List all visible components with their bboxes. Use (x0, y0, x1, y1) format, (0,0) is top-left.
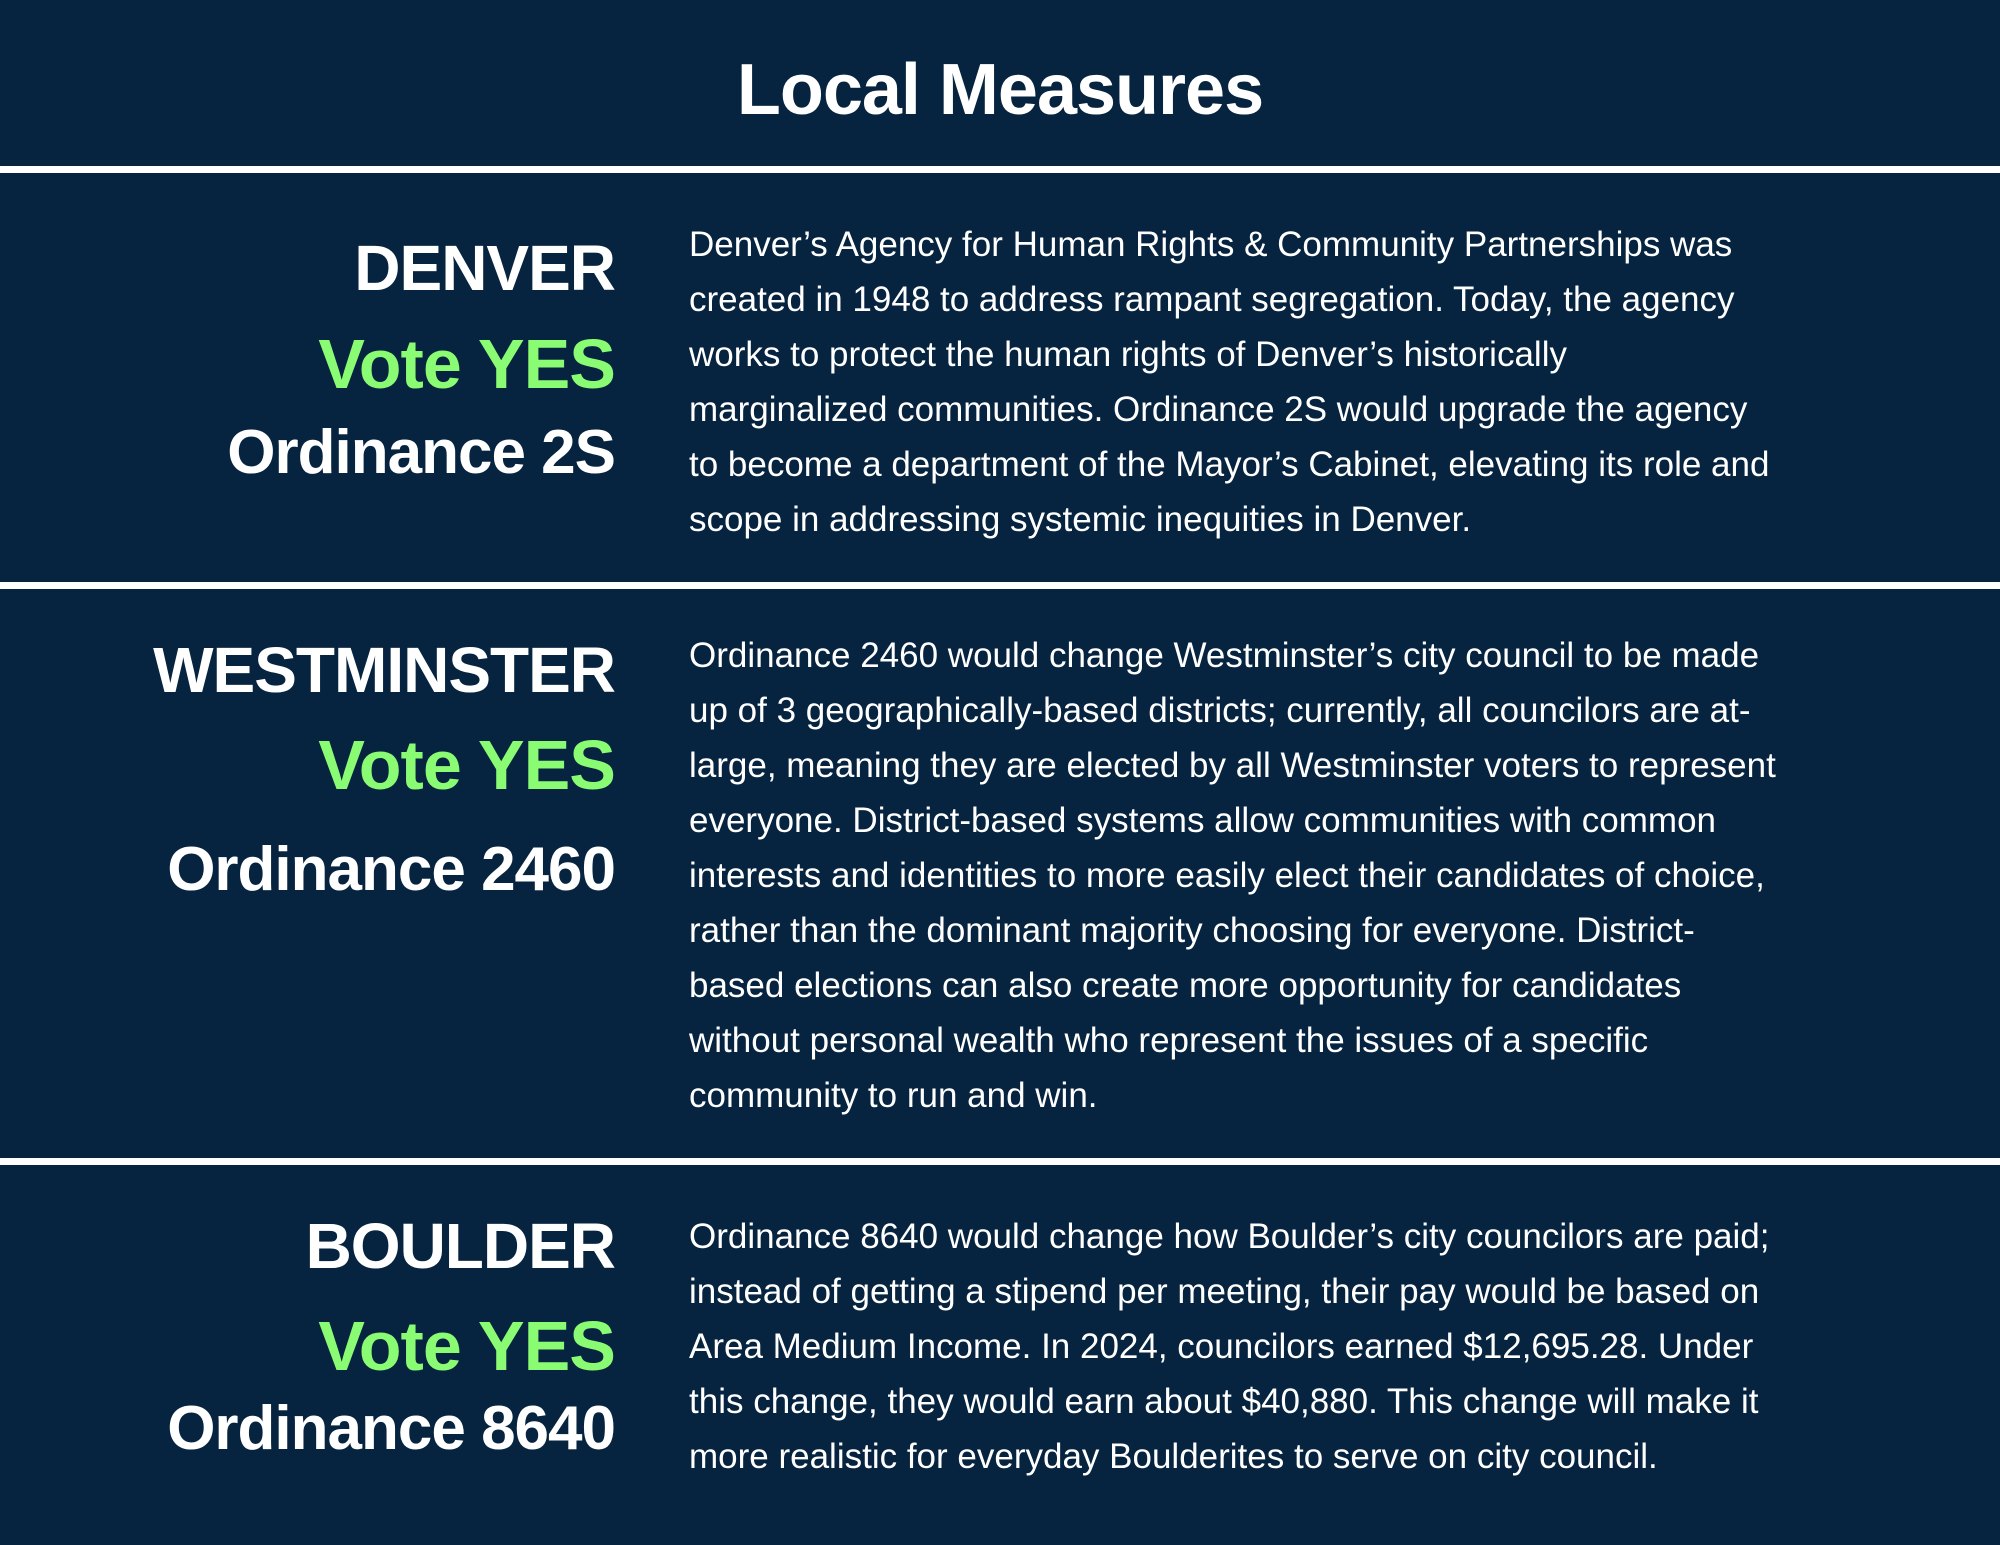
divider (0, 1158, 2000, 1165)
ordinance-denver: Ordinance 2S (227, 418, 616, 487)
description-line: Ordinance 2460 would change Westminster’… (689, 636, 1760, 675)
divider (0, 582, 2000, 589)
description-line: based elections can also create more opp… (689, 966, 1682, 1005)
description-line: without personal wealth who represent th… (689, 1021, 1649, 1060)
vote-recommendation-westminster: Vote YES (318, 726, 616, 804)
description-line: Denver’s Agency for Human Rights & Commu… (689, 225, 1733, 264)
description-boulder: Ordinance 8640 would change how Boulder’… (689, 1209, 1979, 1484)
description-line: instead of getting a stipend per meeting… (689, 1272, 1760, 1311)
description-line: this change, they would earn about $40,8… (689, 1382, 1759, 1421)
divider (0, 166, 2000, 173)
ordinance-westminster: Ordinance 2460 (167, 835, 616, 904)
description-line: community to run and win. (689, 1076, 1098, 1115)
description-line: large, meaning they are elected by all W… (689, 746, 1776, 785)
description-line: works to protect the human rights of Den… (689, 335, 1567, 374)
vote-recommendation-denver: Vote YES (318, 325, 616, 403)
description-line: interests and identities to more easily … (689, 856, 1765, 895)
description-line: everyone. District-based systems allow c… (689, 801, 1716, 840)
city-name-boulder: BOULDER (305, 1210, 616, 1282)
ordinance-boulder: Ordinance 8640 (167, 1394, 616, 1463)
description-line: more realistic for everyday Boulderites … (689, 1437, 1658, 1476)
description-line: up of 3 geographically-based districts; … (689, 691, 1751, 730)
city-name-westminster: WESTMINSTER (153, 634, 616, 706)
description-line: Area Medium Income. In 2024, councilors … (689, 1327, 1754, 1366)
page-title: Local Measures (736, 50, 1264, 130)
description-denver: Denver’s Agency for Human Rights & Commu… (689, 217, 1979, 547)
city-name-denver: DENVER (354, 232, 616, 304)
description-line: marginalized communities. Ordinance 2S w… (689, 390, 1748, 429)
description-line: created in 1948 to address rampant segre… (689, 280, 1735, 319)
description-westminster: Ordinance 2460 would change Westminster’… (689, 628, 1979, 1123)
description-line: to become a department of the Mayor’s Ca… (689, 445, 1770, 484)
vote-recommendation-boulder: Vote YES (318, 1307, 616, 1385)
description-line: rather than the dominant majority choosi… (689, 911, 1695, 950)
description-line: Ordinance 8640 would change how Boulder’… (689, 1217, 1770, 1256)
description-line: scope in addressing systemic inequities … (689, 500, 1472, 539)
